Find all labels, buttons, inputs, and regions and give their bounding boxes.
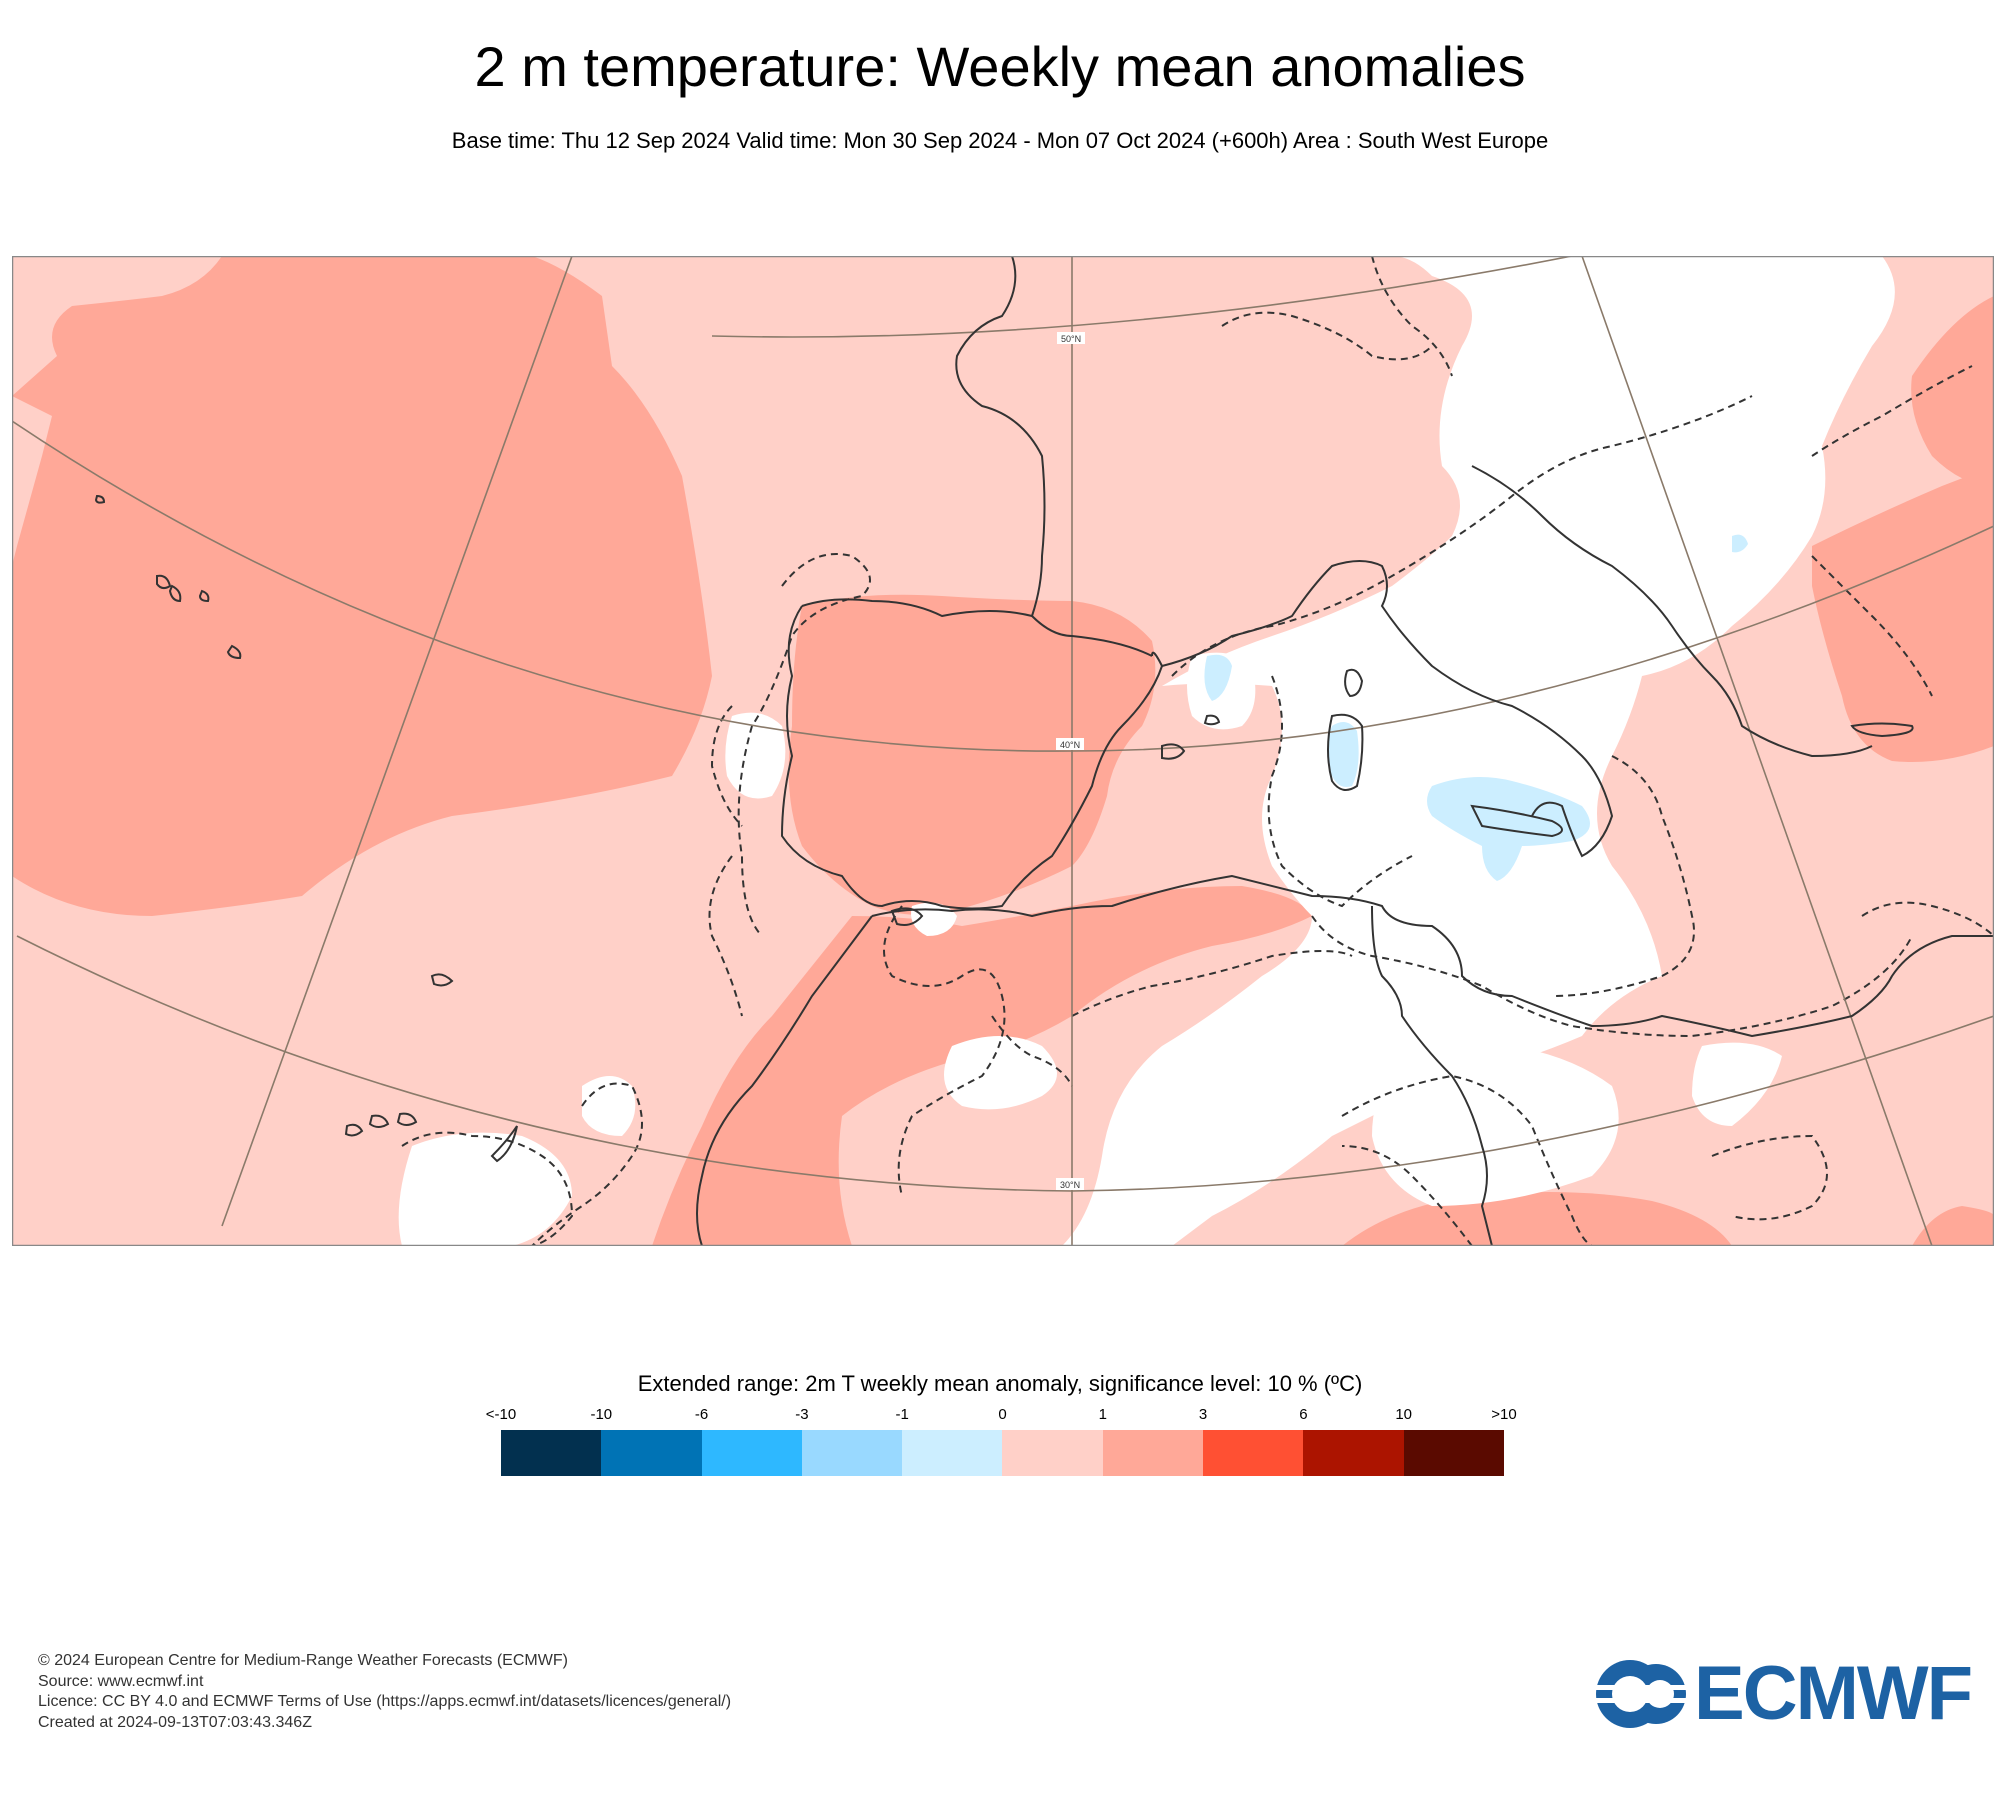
legend-tick-label: -1 <box>895 1406 909 1423</box>
legend-tick-label: 10 <box>1395 1406 1413 1423</box>
legend-tick-label: <-10 <box>485 1406 517 1423</box>
neutral-region-libya <box>1372 1046 1619 1206</box>
lat-label-30n: 30°N <box>1060 1180 1080 1190</box>
neutral-region-madeira <box>582 1076 636 1136</box>
footer-created: Created at 2024-09-13T07:03:43.346Z <box>38 1713 312 1731</box>
legend-swatch <box>1403 1430 1504 1476</box>
legend-tick-label: >10 <box>1491 1406 1517 1423</box>
anomaly-map: 50°N 40°N 30°N <box>12 256 1994 1246</box>
legend-tick-label: 1 <box>1098 1406 1107 1423</box>
lat-label-40n: 40°N <box>1060 740 1080 750</box>
cool-region-balkans <box>1732 534 1748 553</box>
legend-tick-label: 3 <box>1198 1406 1208 1423</box>
legend-swatch <box>1203 1430 1304 1476</box>
lat-label-50n: 50°N <box>1061 334 1081 344</box>
legend-swatch <box>1303 1430 1404 1476</box>
warm-region-east <box>1911 296 1994 486</box>
legend-ticks: <-10 -10 -6 -3 -1 0 1 3 6 10 >10 <box>0 1406 2000 1426</box>
legend-swatch <box>801 1430 903 1476</box>
legend-swatch <box>601 1430 702 1476</box>
warm-region-atlantic <box>12 256 712 916</box>
footer-licence: Licence: CC BY 4.0 and ECMWF Terms of Us… <box>38 1693 732 1710</box>
latitude-labels: 50°N 40°N 30°N <box>1056 332 1085 1190</box>
neutral-region-central-med <box>1062 256 1895 1246</box>
significance-contours <box>401 256 1994 1246</box>
legend-tick-label: -6 <box>694 1406 709 1423</box>
legend-swatch <box>701 1430 802 1476</box>
legend-color-bar <box>501 1430 1504 1476</box>
graticule <box>12 256 1994 1246</box>
cool-region-sardinia <box>1327 722 1359 787</box>
footer-source: Source: www.ecmwf.int <box>38 1672 204 1690</box>
warm-region-southeast <box>1912 1206 1994 1246</box>
neutral-region-canaries <box>398 1132 572 1246</box>
ecmwf-logo-icon <box>1590 1660 1690 1728</box>
legend-swatch <box>1102 1430 1204 1476</box>
legend-swatch <box>902 1430 1003 1476</box>
cool-region-gulf-of-lion <box>1204 654 1232 701</box>
footer-credits: © 2024 European Centre for Medium-Range … <box>38 1651 731 1733</box>
ecmwf-logo-text: ECMWF <box>1694 1651 1973 1736</box>
legend-tick-label: 0 <box>998 1406 1007 1423</box>
legend-tick-label: -3 <box>795 1406 809 1423</box>
atlantic-islands <box>94 494 518 1163</box>
map-frame <box>12 256 1994 1246</box>
warm-region-north-africa <box>652 886 1312 1246</box>
neutral-region-egypt-coast <box>1692 1042 1782 1126</box>
legend-tick-label: 6 <box>1299 1406 1308 1423</box>
legend-tick-label: -10 <box>590 1406 613 1423</box>
legend-title: Extended range: 2m T weekly mean anomaly… <box>637 1371 1363 1396</box>
legend-swatch <box>501 1430 602 1476</box>
chart-subtitle: Base time: Thu 12 Sep 2024 Valid time: M… <box>451 128 1549 153</box>
chart-title: 2 m temperature: Weekly mean anomalies <box>474 35 1526 98</box>
legend-swatch <box>1002 1430 1103 1476</box>
warm-region-aegean <box>1812 466 1994 762</box>
warm-region-iberia <box>788 594 1156 915</box>
footer-copyright: © 2024 European Centre for Medium-Range … <box>38 1652 568 1669</box>
coastlines <box>696 256 1994 1246</box>
ecmwf-logo: ECMWF <box>1590 1651 1973 1736</box>
